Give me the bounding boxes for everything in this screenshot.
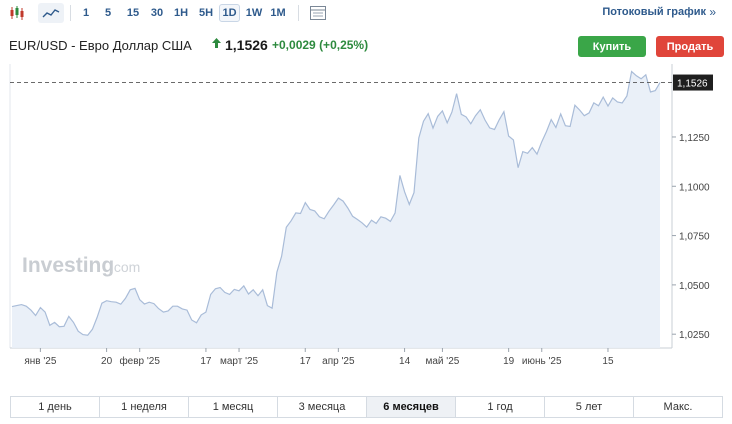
timeframe-1m[interactable]: 1 [82, 7, 90, 19]
x-tick-label: февр '25 [119, 355, 160, 367]
double-chevron-right-icon[interactable]: » [709, 5, 716, 19]
price-chart[interactable]: Investing .com 1,0250 1,0500 1,0750 1,1000 1… [0, 64, 732, 370]
range-option[interactable]: 5 лет [544, 396, 634, 418]
instrument-name: EUR/USD - Евро Доллар США [9, 38, 192, 53]
y-tick-label: 1,0500 [679, 281, 710, 292]
x-tick-label: июнь '25 [522, 356, 562, 367]
x-tick-label: апр '25 [322, 356, 355, 367]
x-tick-label: 17 [200, 356, 212, 367]
range-option[interactable]: 3 месяца [277, 396, 367, 418]
last-price: 1,1526 [225, 37, 268, 53]
price-chart-svg[interactable]: Investing .com 1,0250 1,0500 1,0750 1,1000 1… [0, 64, 732, 370]
y-tick-label: 1,0750 [679, 232, 710, 243]
y-tick-label: 1,1000 [679, 182, 710, 193]
timeframe-1mo[interactable]: 1M [270, 7, 286, 19]
last-price-marker [673, 74, 713, 91]
toolbar-divider [70, 5, 71, 21]
range-option[interactable]: 1 неделя [99, 396, 189, 418]
last-price-label: 1,1526 [677, 79, 708, 90]
range-option[interactable]: 1 год [455, 396, 545, 418]
timeframe-5m[interactable]: 5 [104, 7, 112, 19]
price-change-value: +0,0029 [272, 38, 316, 52]
chart-toolbar: 1 5 15 30 1H 5H 1D 1W 1M Потоковый графи… [0, 0, 732, 26]
timeframe-1d[interactable]: 1D [219, 4, 240, 22]
price-area-fill [12, 71, 660, 348]
y-tick-label: 1,1250 [679, 133, 710, 144]
timeframe-15m[interactable]: 15 [126, 7, 140, 19]
range-option[interactable]: Макс. [633, 396, 723, 418]
instrument-header: EUR/USD - Евро Доллар США 1,1526 +0,0029… [0, 26, 732, 62]
data-table-icon[interactable] [308, 3, 328, 23]
buy-button[interactable]: Купить [578, 36, 646, 57]
price-series-line [11, 70, 661, 336]
x-tick-label: 20 [101, 356, 113, 367]
x-tick-label: 17 [300, 356, 312, 367]
x-tick-label: март '25 [220, 356, 259, 367]
x-tick-label: янв '25 [24, 356, 56, 367]
price-change-percent: (+0,25%) [319, 38, 369, 52]
timeframe-1w[interactable]: 1W [245, 7, 263, 19]
timeframe-30m[interactable]: 30 [150, 7, 164, 19]
x-tick-label: 19 [503, 356, 515, 367]
candlestick-chart-icon[interactable] [6, 3, 28, 23]
up-arrow-icon [212, 38, 221, 51]
x-tick-label: 15 [602, 356, 614, 367]
range-option[interactable]: 1 месяц [188, 396, 278, 418]
x-tick-label: май '25 [426, 356, 460, 367]
y-tick-label: 1,0250 [679, 330, 710, 341]
toolbar-divider [298, 5, 299, 21]
time-range-selector: 1 день 1 неделя 1 месяц 3 месяца 6 месяцев 1 … [10, 396, 723, 418]
watermark-brand: Investing [22, 254, 114, 277]
range-option[interactable]: 6 месяцев [366, 396, 456, 418]
area-chart-icon[interactable] [38, 3, 64, 23]
price-change: +0,0029 (+0,25%) [272, 38, 368, 52]
x-tick-label: 14 [399, 356, 411, 367]
timeframe-1h[interactable]: 1H [173, 7, 189, 19]
range-option[interactable]: 1 день [10, 396, 100, 418]
timeframe-5h[interactable]: 5H [198, 7, 214, 19]
streaming-chart-link[interactable]: Потоковый график [602, 6, 706, 18]
watermark-suffix: .com [110, 259, 140, 275]
sell-button[interactable]: Продать [656, 36, 724, 57]
